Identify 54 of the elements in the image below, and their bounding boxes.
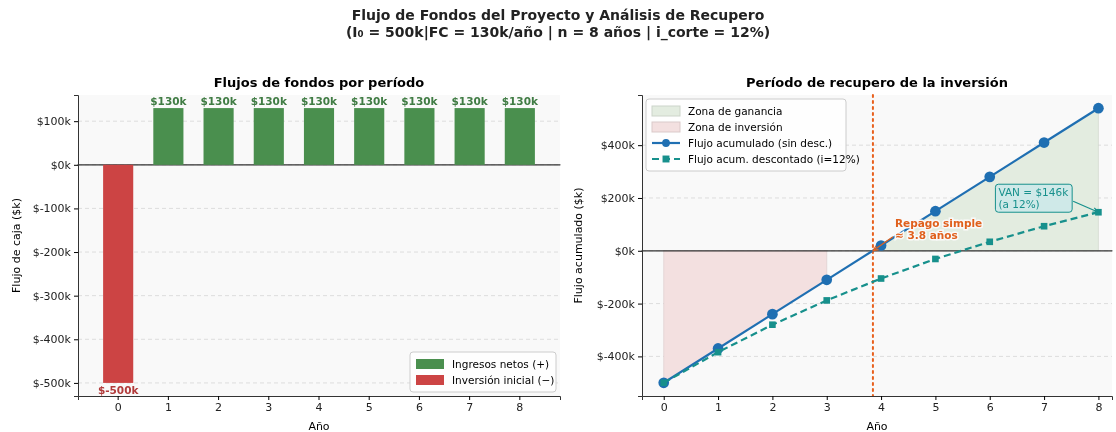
data-label: $130k (300, 95, 339, 108)
legend-label: Inversión inicial (−) (452, 374, 555, 386)
x-axis-title: Año (866, 420, 888, 432)
y-axis-title: Flujo de caja ($k) (10, 198, 23, 293)
x-tick-label: 3 (265, 400, 273, 414)
x-tick-label: 6 (986, 400, 994, 414)
legend-label: Flujo acum. descontado (i=12%) (688, 153, 860, 165)
y-tick-label: $100k (36, 115, 72, 129)
legend-label: Zona de inversión (688, 121, 783, 133)
y-axis-title: Flujo acumulado ($k) (572, 187, 585, 304)
text: Flujo de Fondos del Proyecto y Análisis de Recupero (351, 7, 765, 23)
x-tick-label: 5 (932, 400, 940, 414)
y-tick-label: $-300k (32, 289, 72, 303)
annotation: VAN = $146k (a 12%) (998, 186, 1070, 211)
x-tick-label: 4 (315, 400, 323, 414)
chart-title: Flujos de fondos por período (213, 75, 425, 90)
y-tick-label: $-400k (596, 350, 636, 364)
y-tick-label: $-200k (596, 297, 636, 311)
x-tick-label: 1 (715, 400, 723, 414)
y-tick-label: $-200k (32, 246, 72, 260)
x-tick-label: 7 (1041, 400, 1049, 414)
x-tick-label: 0 (660, 400, 668, 414)
data-label: $130k (401, 95, 439, 108)
y-tick-label: $200k (600, 191, 636, 205)
y-tick-label: $0k (50, 158, 72, 172)
y-tick-label: $-400k (32, 333, 72, 347)
y-tick-label: $400k (600, 139, 636, 153)
data-label: $130k (501, 95, 539, 108)
data-label: $130k (351, 95, 389, 108)
x-tick-label: 4 (878, 400, 886, 414)
y-tick-label: $0k (614, 244, 636, 258)
legend-label: Zona de ganancia (688, 105, 783, 117)
legend-label: Flujo acumulado (sin desc.) (688, 137, 833, 149)
x-tick-label: 5 (365, 400, 373, 414)
y-tick-label: $-100k (32, 202, 72, 216)
data-label: $-500k (97, 383, 140, 396)
chart-title: Período de recupero de la inversión (746, 75, 1008, 90)
x-tick-label: 0 (114, 400, 122, 414)
x-tick-label: 1 (164, 400, 172, 414)
x-axis-title: Año (308, 420, 330, 432)
text: (I₀ = 500k|FC = 130k/año | n = 8 años | i_corte = 12%) (345, 24, 771, 41)
data-label: $130k (150, 95, 188, 108)
data-label: $130k (250, 95, 288, 108)
x-tick-label: 3 (823, 400, 831, 414)
x-tick-label: 6 (415, 400, 423, 414)
x-tick-label: 2 (215, 400, 223, 414)
y-tick-label: $-500k (32, 376, 72, 390)
x-tick-label: 7 (466, 400, 474, 414)
data-label: $130k (451, 95, 489, 108)
legend-label: Ingresos netos (+) (452, 358, 550, 370)
data-label: $130k (200, 95, 238, 108)
x-tick-label: 8 (516, 400, 524, 414)
x-tick-label: 8 (1095, 400, 1103, 414)
x-tick-label: 2 (769, 400, 777, 414)
